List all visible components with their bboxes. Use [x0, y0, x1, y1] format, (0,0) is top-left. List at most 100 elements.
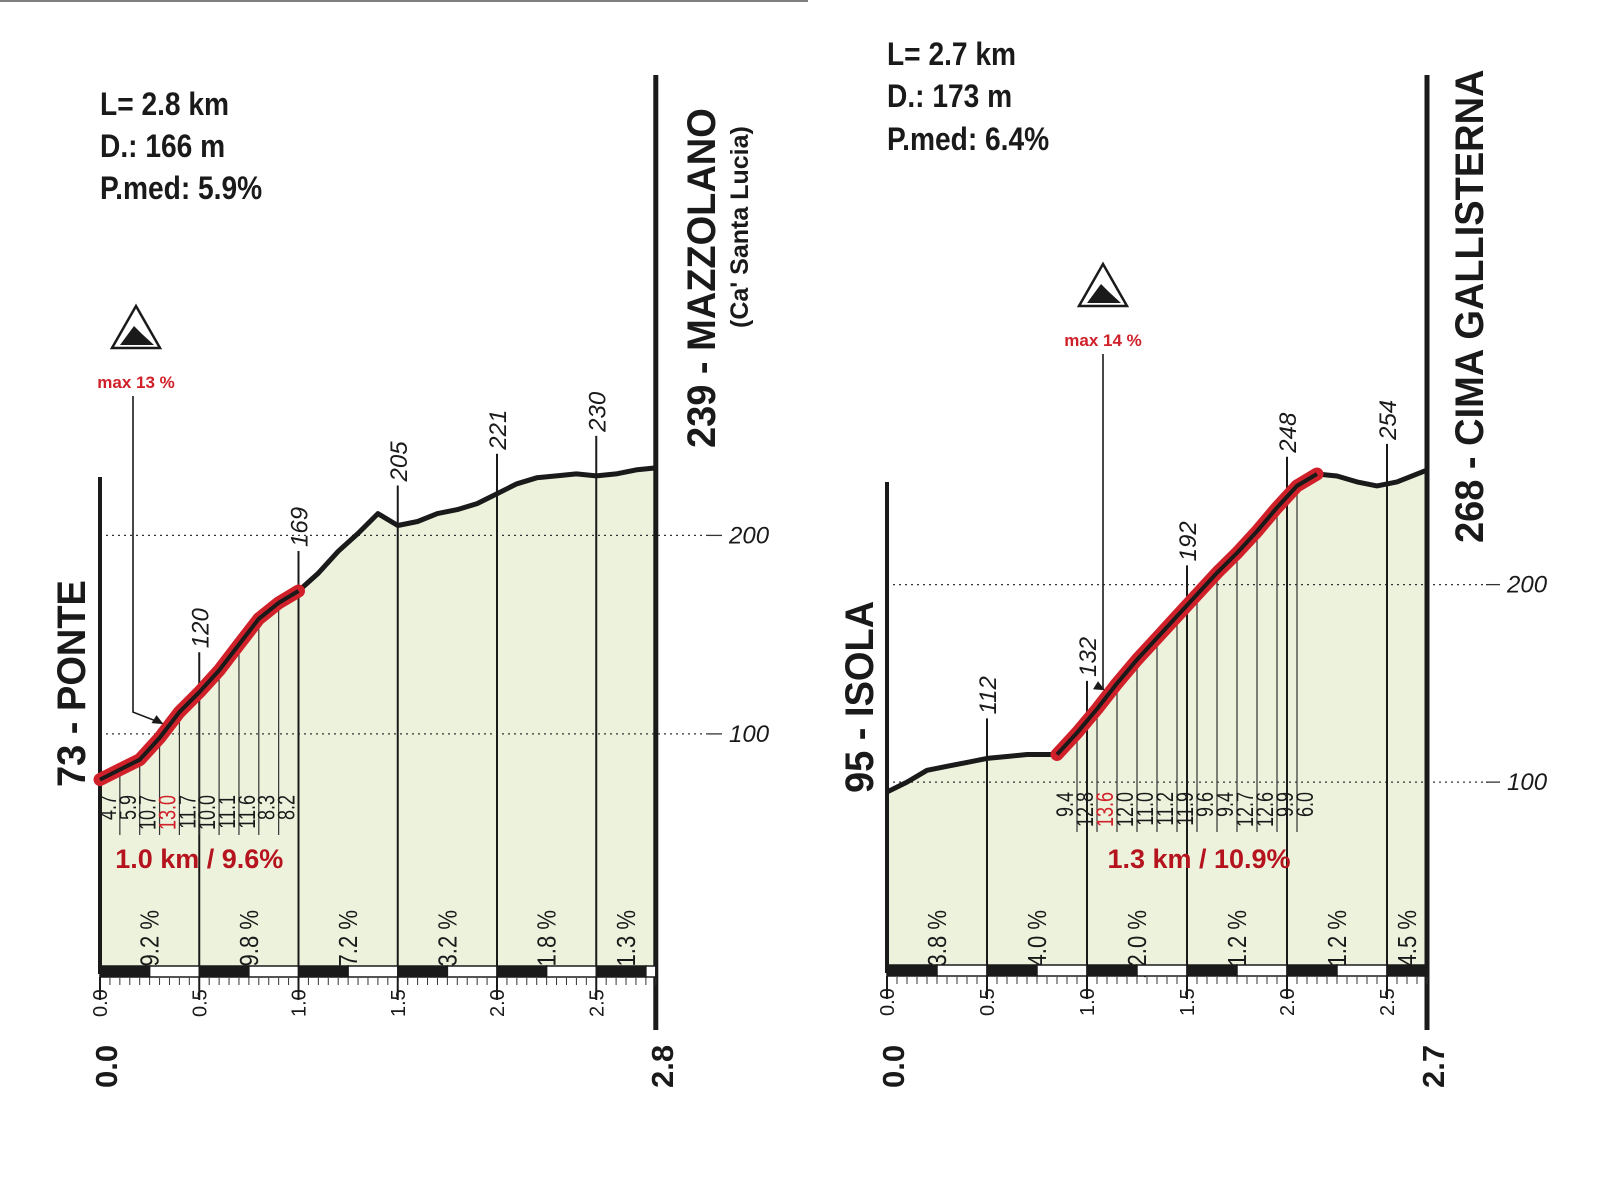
- segment-gradient: 4.0 %: [1023, 910, 1052, 966]
- scale-bar-block: [1236, 964, 1288, 977]
- detail-gradient: 12.8: [1073, 792, 1099, 827]
- detail-gradient: 13.6: [1093, 792, 1119, 827]
- end-km-label: 2.7: [1416, 1045, 1451, 1088]
- stat-line-0: L= 2.7 km: [887, 37, 1016, 72]
- y-tick-label-100: 100: [729, 721, 770, 748]
- segment-gradient: 1.3 %: [612, 910, 641, 966]
- max-gradient-label: max 13 %: [97, 373, 175, 392]
- max-gradient-label: max 14 %: [1064, 331, 1142, 350]
- max-gradient-arrowhead: [1093, 681, 1105, 691]
- detail-gradient: 9.6: [1193, 792, 1219, 817]
- scale-bar-block: [595, 965, 647, 978]
- elevation-label-2.5: 230: [584, 391, 611, 433]
- segment-gradient: 1.8 %: [533, 910, 562, 966]
- stat-line-0: L= 2.8 km: [100, 87, 229, 122]
- elevation-label-2.5: 254: [1375, 400, 1402, 441]
- detail-gradient: 11.0: [1133, 792, 1159, 826]
- steep-section-line: [99, 589, 300, 782]
- max-icon-triangle: [109, 303, 163, 350]
- steep-section-summary: 1.0 km / 9.6%: [115, 844, 283, 874]
- detail-gradient: 11.7: [175, 795, 201, 829]
- detail-gradient: 8.3: [254, 795, 280, 820]
- detail-gradient: 11.9: [1173, 792, 1199, 826]
- x-tick-label-1.0: 1.0: [1077, 988, 1099, 1016]
- detail-gradient: 9.4: [1053, 792, 1079, 817]
- x-tick-label-0.5: 0.5: [977, 988, 999, 1016]
- max-icon-triangle: [1076, 261, 1130, 308]
- detail-gradient: 13.0: [155, 795, 181, 830]
- scale-bar-block: [347, 965, 399, 978]
- stat-line-1: D.: 173 m: [887, 79, 1012, 114]
- detail-gradient: 10.7: [135, 795, 161, 830]
- max-icon-slope: [1087, 284, 1121, 303]
- scale-bar-block: [986, 964, 1038, 977]
- detail-gradient: 12.6: [1253, 792, 1279, 827]
- stat-line-2: P.med: 6.4%: [887, 122, 1049, 157]
- detail-gradient: 4.7: [96, 795, 122, 820]
- scale-bar-block: [645, 965, 657, 978]
- elevation-label-1: 169: [287, 507, 314, 547]
- elevation-label-2: 221: [485, 410, 512, 451]
- start-km-label: 0.0: [876, 1045, 911, 1088]
- scale-bar-block: [148, 965, 200, 978]
- elevation-label-1.5: 192: [1175, 521, 1202, 561]
- scale-bar-block: [446, 965, 498, 978]
- detail-gradient: 8.2: [274, 795, 300, 820]
- scale-bar-block: [1086, 964, 1138, 977]
- x-tick-label-2.5: 2.5: [1377, 988, 1399, 1016]
- scale-bar-block: [198, 965, 250, 978]
- detail-gradient: 11.1: [215, 795, 241, 829]
- detail-gradient: 9.4: [1213, 792, 1239, 817]
- scale-bar-block: [99, 965, 151, 978]
- scale-bar-block: [1386, 964, 1428, 977]
- max-gradient-arrowhead: [151, 715, 164, 725]
- scale-bar-block: [886, 964, 938, 977]
- elevation-label-0.5: 120: [187, 608, 214, 649]
- detail-gradient: 12.0: [1113, 792, 1139, 827]
- detail-gradient: 5.9: [115, 795, 141, 820]
- scale-bar-block: [1286, 964, 1338, 977]
- segment-gradient: 3.8 %: [923, 910, 952, 966]
- scale-bar-block: [545, 965, 597, 978]
- detail-gradient: 12.7: [1233, 792, 1259, 827]
- scale-bar-block: [248, 965, 300, 978]
- segment-gradient: 9.2 %: [136, 910, 165, 966]
- detail-gradient: 9.9: [1273, 792, 1299, 817]
- finish-name: 239 - MAZZOLANO: [680, 108, 724, 448]
- finish-name: 268 - CIMA GALLISTERNA: [1448, 70, 1492, 543]
- x-tick-label-1.5: 1.5: [1177, 988, 1199, 1016]
- detail-gradient: 11.6: [235, 795, 261, 829]
- stat-line-1: D.: 166 m: [100, 129, 225, 164]
- scale-bar-block: [1336, 964, 1388, 977]
- segment-gradient: 3.2 %: [434, 910, 463, 966]
- scale-bar-block: [496, 965, 548, 978]
- max-icon-slope: [120, 326, 154, 345]
- segment-gradient: 4.5 %: [1393, 910, 1422, 966]
- stat-line-2: P.med: 5.9%: [100, 171, 262, 206]
- elevation-label-0.5: 112: [975, 676, 1002, 714]
- finish-subname: (Ca' Santa Lucia): [726, 126, 754, 328]
- steep-section-line: [1055, 472, 1319, 756]
- scale-bar-block: [1186, 964, 1238, 977]
- elevation-label-2: 248: [1275, 412, 1302, 454]
- detail-gradient: 6.0: [1293, 792, 1319, 817]
- x-tick-label-2.0: 2.0: [1277, 988, 1299, 1016]
- detail-gradient: 10.0: [195, 795, 221, 830]
- scale-bar-block: [397, 965, 449, 978]
- segment-gradient: 1.2 %: [1323, 910, 1352, 966]
- x-tick-label-0.0: 0.0: [877, 988, 899, 1016]
- x-tick-label-2.5: 2.5: [586, 989, 608, 1017]
- max-gradient-icon: [1076, 261, 1130, 308]
- steep-section-summary: 1.3 km / 10.9%: [1107, 844, 1290, 874]
- y-tick-label-100: 100: [1507, 769, 1548, 796]
- scale-bar-block: [1036, 964, 1088, 977]
- scale-bar-block: [936, 964, 988, 977]
- detail-gradient: 11.2: [1153, 792, 1179, 826]
- x-tick-label-1.0: 1.0: [289, 989, 311, 1017]
- segment-gradient: 7.2 %: [334, 910, 363, 966]
- elevation-label-1: 132: [1075, 637, 1102, 677]
- x-tick-label-0.0: 0.0: [90, 989, 112, 1017]
